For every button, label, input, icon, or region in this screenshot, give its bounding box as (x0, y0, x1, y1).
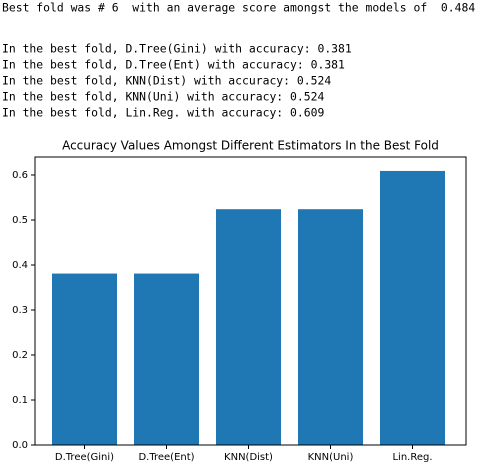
output-line: In the best fold, D.Tree(Gini) with accu… (2, 42, 352, 56)
output-line: In the best fold, Lin.Reg. with accuracy… (2, 106, 324, 120)
y-tick-label: 0.3 (12, 305, 28, 316)
y-tick-label: 0.2 (12, 350, 28, 361)
y-tick-label: 0.6 (12, 170, 28, 181)
bar (298, 209, 363, 445)
x-tick-label: KNN(Uni) (308, 452, 354, 463)
output-line: Best fold was # 6 with an average score … (2, 1, 475, 15)
output-line: In the best fold, D.Tree(Ent) with accur… (2, 58, 345, 72)
y-tick-label: 0.0 (12, 440, 28, 451)
bar (52, 273, 117, 445)
y-tick-label: 0.4 (12, 260, 28, 271)
bar (216, 209, 281, 445)
y-tick-label: 0.1 (12, 395, 28, 406)
bar (134, 273, 199, 445)
y-tick-label: 0.5 (12, 215, 28, 226)
x-tick-label: KNN(Dist) (224, 452, 273, 463)
output-line: In the best fold, KNN(Dist) with accurac… (2, 74, 331, 88)
chart-title: Accuracy Values Amongst Different Estima… (62, 139, 439, 153)
x-tick-label: D.Tree(Ent) (138, 452, 194, 463)
x-tick-label: D.Tree(Gini) (55, 452, 114, 463)
bar (380, 170, 445, 445)
axes-frame (34, 156, 467, 446)
x-tick-label: Lin.Reg. (392, 452, 432, 463)
output-line: In the best fold, KNN(Uni) with accuracy… (2, 90, 324, 104)
